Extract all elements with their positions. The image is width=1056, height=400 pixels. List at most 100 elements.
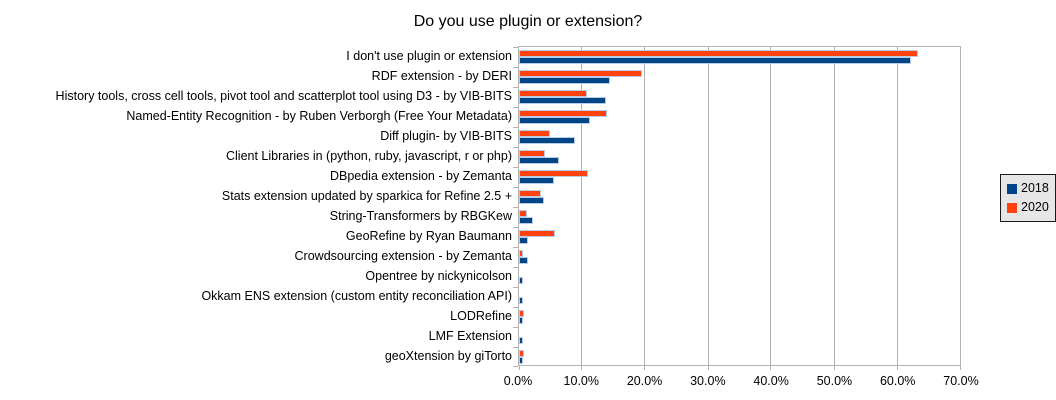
category-label: Crowdsourcing extension - by Zemanta (294, 249, 512, 263)
bar-group (519, 167, 960, 187)
bar-2018 (519, 237, 529, 244)
category-label: Okkam ENS extension (custom entity recon… (201, 289, 512, 303)
gridline-10.0% (581, 47, 583, 365)
x-axis-tick (707, 366, 709, 370)
bar-group (519, 327, 960, 347)
bar-2018 (519, 277, 524, 284)
y-axis-tick (513, 107, 518, 108)
y-axis-tick (513, 147, 518, 148)
bar-group (519, 147, 960, 167)
category-label: Named-Entity Recognition - by Ruben Verb… (126, 109, 512, 123)
category-label: Client Libraries in (python, ruby, javas… (226, 149, 512, 163)
legend-label: 2018 (1021, 181, 1049, 195)
bar-2018 (519, 117, 591, 124)
category-label: Opentree by nickynicolson (365, 269, 512, 283)
bar-group (519, 287, 960, 307)
x-axis-tick (518, 366, 520, 370)
legend-color-chip (1007, 202, 1017, 213)
x-tick-label: 0.0% (503, 374, 533, 388)
bar-2020 (519, 130, 550, 137)
bar-group (519, 187, 960, 207)
x-axis-tick (833, 366, 835, 370)
y-axis-tick (513, 67, 518, 68)
y-axis-tick (513, 307, 518, 308)
bar-2020 (519, 250, 524, 257)
bar-2018 (519, 97, 606, 104)
y-axis-tick (513, 366, 518, 367)
category-label: RDF extension - by DERI (371, 69, 512, 83)
gridline-40.0% (770, 47, 772, 365)
y-axis-tick (513, 347, 518, 348)
bar-2018 (519, 77, 611, 84)
y-axis-tick (513, 47, 518, 48)
bar-group (519, 47, 960, 67)
x-axis-tick (770, 366, 772, 370)
category-label: History tools, cross cell tools, pivot t… (55, 89, 512, 103)
category-label: Diff plugin- by VIB-BITS (380, 129, 512, 143)
y-axis-tick (513, 267, 518, 268)
x-tick-label: 60.0% (879, 374, 916, 388)
bar-group (519, 107, 960, 127)
x-axis-tick (896, 366, 898, 370)
gridline-60.0% (896, 47, 898, 365)
legend-item-2020: 2020 (1007, 198, 1049, 217)
bar-2020 (519, 170, 589, 177)
category-label: LODRefine (450, 309, 512, 323)
bar-2018 (519, 197, 544, 204)
bar-group (519, 227, 960, 247)
bar-group (519, 67, 960, 87)
y-axis-tick (513, 207, 518, 208)
x-tick-label: 40.0% (753, 374, 789, 388)
y-axis-tick (513, 327, 518, 328)
category-label: GeoRefine by Ryan Baumann (345, 229, 512, 243)
legend: 2018 2020 (1000, 174, 1056, 222)
bar-2018 (519, 257, 529, 264)
bar-group (519, 87, 960, 107)
bar-group (519, 127, 960, 147)
bar-group (519, 267, 960, 287)
category-label: Stats extension updated by sparkica for … (221, 189, 512, 203)
x-axis-tick (644, 366, 646, 370)
gridline-50.0% (833, 47, 835, 365)
x-tick-label: 70.0% (943, 374, 979, 388)
x-axis-tick (959, 366, 961, 370)
bar-2020 (519, 50, 919, 57)
bar-2020 (519, 350, 525, 357)
bar-2018 (519, 337, 524, 344)
plot-area (513, 46, 961, 370)
bar-group (519, 247, 960, 267)
x-tick-label: 50.0% (816, 374, 853, 388)
bar-2018 (519, 217, 533, 224)
bar-2020 (519, 150, 546, 157)
bar-2018 (519, 297, 524, 304)
chart-title: Do you use plugin or extension? (413, 13, 643, 30)
y-axis-tick (513, 187, 518, 188)
y-axis-tick (513, 127, 518, 128)
category-label: geoXtension by giTorto (384, 349, 512, 363)
gridline-30.0% (707, 47, 709, 365)
bar-2020 (519, 70, 642, 77)
category-label: I don't use plugin or extension (346, 49, 512, 63)
legend-item-2018: 2018 (1007, 179, 1049, 198)
category-label: String-Transformers by RBGKew (329, 209, 512, 223)
category-label: DBpedia extension - by Zemanta (329, 169, 512, 183)
bar-2020 (519, 90, 588, 97)
legend-color-chip (1007, 183, 1017, 194)
bar-group (519, 307, 960, 327)
bar-2018 (519, 57, 911, 64)
bar-2018 (519, 157, 559, 164)
bar-2020 (519, 230, 555, 237)
gridline-20.0% (644, 47, 646, 365)
y-axis-tick (513, 87, 518, 88)
y-axis-tick (513, 247, 518, 248)
bar-2018 (519, 357, 524, 364)
y-axis-tick (513, 227, 518, 228)
category-label: LMF Extension (428, 329, 512, 343)
bar-2018 (519, 317, 524, 324)
y-axis-tick (513, 167, 518, 168)
x-axis-tick (581, 366, 583, 370)
bar-group (519, 347, 960, 367)
bar-2020 (519, 310, 525, 317)
legend-label: 2020 (1021, 200, 1049, 214)
